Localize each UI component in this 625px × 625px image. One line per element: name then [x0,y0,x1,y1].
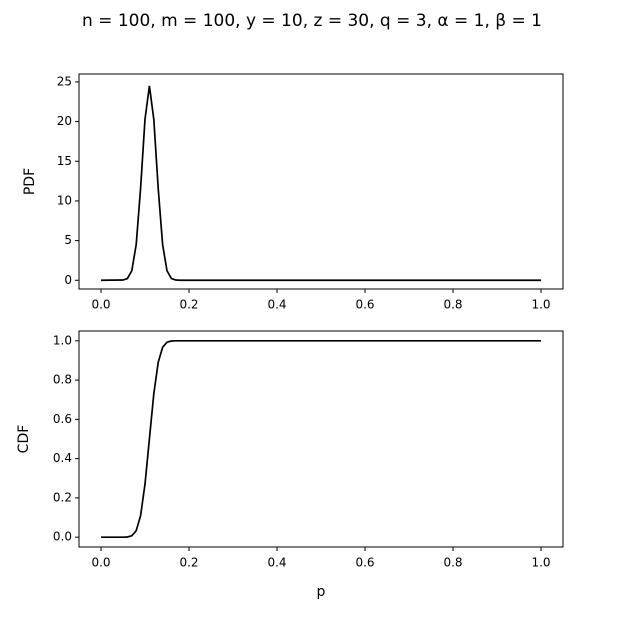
x-tick-label: 1.0 [531,556,550,570]
x-tick-label: 0.6 [355,556,374,570]
figure-title: n = 100, m = 100, y = 10, z = 30, q = 3,… [82,11,542,31]
x-tick-label: 0.8 [443,298,462,312]
x-axis-label: p [317,584,326,600]
x-tick-label: 0.0 [91,556,110,570]
y-tick-label: 0.4 [53,451,72,465]
y-tick-label: 5 [64,233,72,247]
x-tick-label: 0.4 [267,298,286,312]
y-axis-label: CDF [16,425,32,454]
x-tick-label: 0.2 [179,556,198,570]
y-tick-label: 0.8 [53,373,72,387]
data-line [100,85,541,282]
x-tick-label: 0.8 [443,556,462,570]
y-tick-label: 0.6 [53,412,72,426]
y-tick-label: 1.0 [53,333,72,347]
y-tick-label: 25 [57,74,72,88]
y-tick-label: 20 [57,114,72,128]
x-tick-label: 0.4 [267,556,286,570]
x-tick-label: 1.0 [531,298,550,312]
y-tick-label: 0 [64,273,72,287]
y-tick-label: 0.0 [53,530,72,544]
y-tick-label: 0.2 [53,490,72,504]
axes-frame [78,330,564,548]
y-axis-label: PDF [22,168,38,195]
data-line [101,339,541,539]
axes-frame [78,73,564,290]
x-tick-label: 0.2 [179,298,198,312]
x-tick-label: 0.6 [355,298,374,312]
x-tick-label: 0.0 [91,298,110,312]
y-tick-label: 15 [57,154,72,168]
y-tick-label: 10 [57,193,72,207]
